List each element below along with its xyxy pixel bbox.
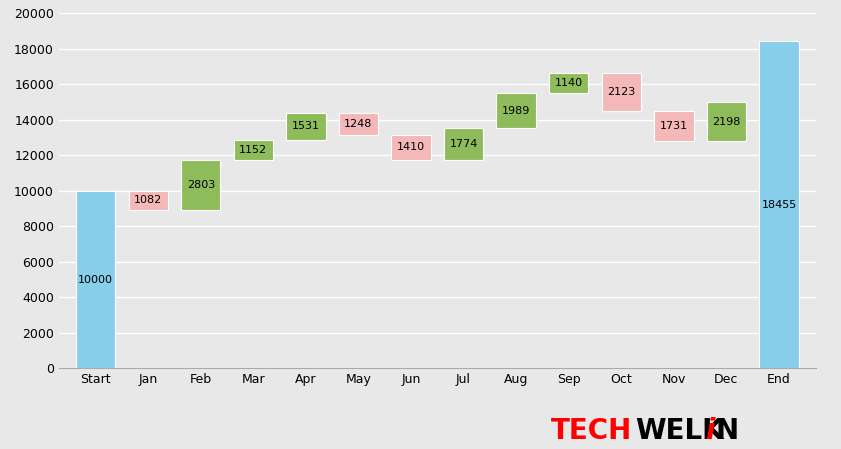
Text: 1082: 1082 bbox=[134, 195, 162, 206]
Text: 1989: 1989 bbox=[502, 106, 531, 116]
Bar bbox=[444, 128, 484, 160]
Text: 1410: 1410 bbox=[397, 142, 425, 152]
Text: 2198: 2198 bbox=[712, 117, 741, 127]
Bar bbox=[129, 191, 168, 210]
Bar bbox=[234, 140, 273, 160]
Bar bbox=[759, 41, 799, 368]
Bar bbox=[391, 135, 431, 160]
Text: 2803: 2803 bbox=[187, 180, 215, 190]
Bar bbox=[339, 113, 378, 135]
Text: 1248: 1248 bbox=[344, 119, 373, 129]
Text: 2123: 2123 bbox=[607, 87, 636, 97]
Text: i: i bbox=[705, 417, 714, 445]
Text: 1774: 1774 bbox=[449, 139, 478, 149]
Text: 10000: 10000 bbox=[78, 274, 114, 285]
Text: 18455: 18455 bbox=[761, 199, 796, 210]
Bar bbox=[286, 113, 325, 140]
Text: 1531: 1531 bbox=[292, 121, 320, 131]
Text: TECH: TECH bbox=[551, 417, 632, 445]
Text: N: N bbox=[716, 417, 738, 445]
Bar bbox=[706, 102, 746, 141]
Text: 1152: 1152 bbox=[240, 145, 267, 155]
Bar bbox=[654, 110, 694, 141]
Text: 1140: 1140 bbox=[555, 78, 583, 88]
Bar bbox=[76, 191, 115, 368]
Bar bbox=[549, 73, 589, 93]
Text: WELK: WELK bbox=[635, 417, 723, 445]
Bar bbox=[496, 93, 536, 128]
Bar bbox=[601, 73, 641, 110]
Text: 1731: 1731 bbox=[660, 121, 688, 131]
Bar bbox=[181, 160, 220, 210]
